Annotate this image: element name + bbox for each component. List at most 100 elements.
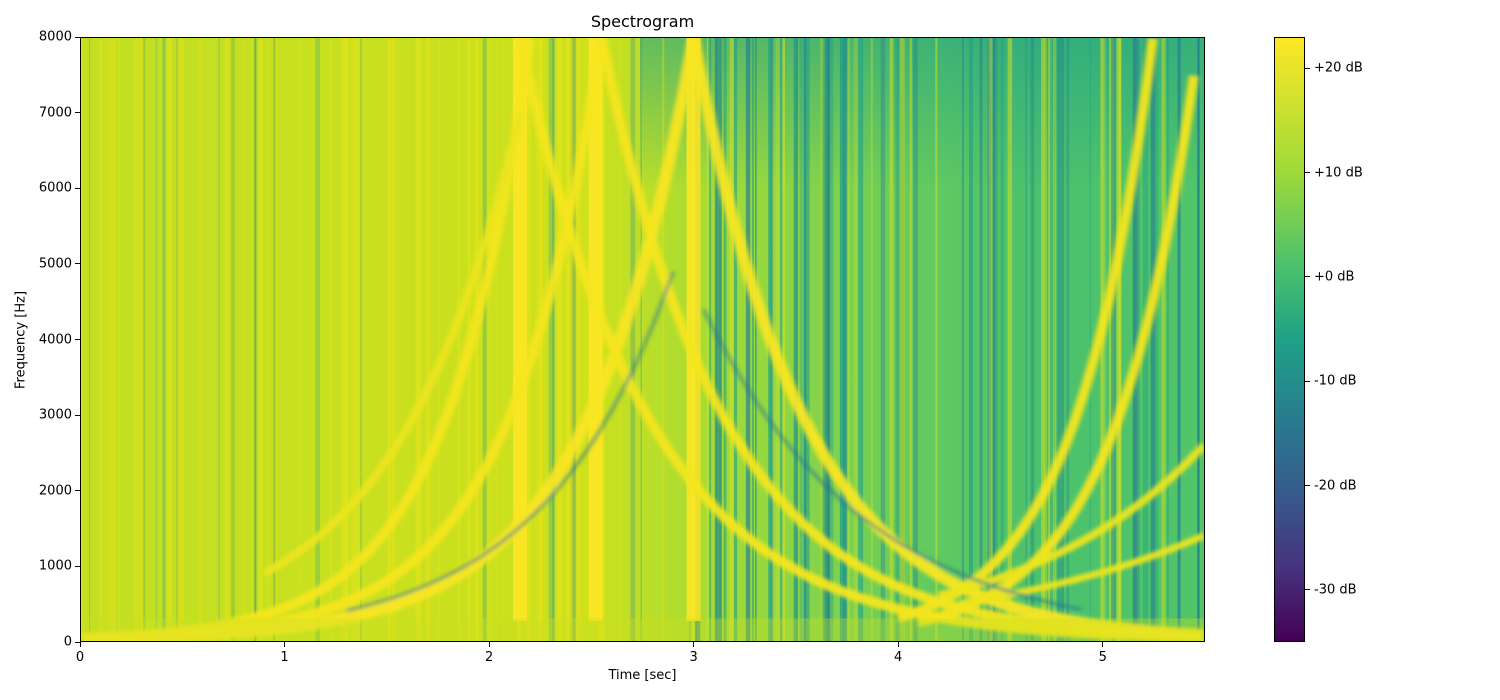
spectrogram-streak — [992, 38, 995, 641]
chirp-up-3 — [81, 38, 700, 641]
spectrogram-streak — [870, 38, 873, 641]
spectrogram-streak — [260, 38, 263, 641]
spectrogram-streak — [457, 38, 460, 641]
spectrogram-streak — [1066, 38, 1070, 641]
colorbar-tick-label: +10 dB — [1314, 165, 1363, 181]
spectrogram-streak — [253, 38, 257, 641]
colorbar-tick-label: +20 dB — [1314, 60, 1363, 76]
spectrogram-streak — [344, 38, 348, 641]
spectrogram-streak — [258, 38, 261, 641]
colorbar-tick-label: -10 dB — [1314, 373, 1357, 389]
spectrogram-streak — [577, 38, 581, 641]
spectrogram-streak — [552, 38, 555, 641]
spectrogram-streak — [348, 38, 354, 641]
x-tick-mark — [284, 642, 286, 647]
spectrogram-streak — [266, 38, 270, 641]
spectrogram-streak — [570, 38, 575, 641]
y-tick-label: 1000 — [38, 558, 72, 574]
spectrogram-streak — [475, 38, 479, 641]
dark-harmonic-line — [346, 271, 675, 613]
spectrogram-streak — [104, 38, 110, 641]
spectrogram-burst — [588, 38, 603, 622]
colorbar-tick-mark — [1305, 485, 1310, 487]
spectrogram-streak — [755, 38, 757, 641]
spectrogram-streak — [895, 38, 901, 641]
spectrogram-streak — [488, 38, 491, 641]
y-tick-mark — [75, 490, 80, 492]
spectrogram-streak — [572, 38, 578, 641]
spectrogram-streak — [913, 38, 918, 641]
dark-harmonic-line — [702, 308, 1082, 611]
y-tick-mark — [75, 112, 80, 114]
spectrogram-streak — [987, 38, 992, 641]
spectrogram-streak — [899, 38, 905, 641]
spectrogram-streak — [134, 38, 139, 641]
spectrogram-streak — [847, 38, 851, 641]
x-tick-mark — [897, 642, 899, 647]
spectrogram-streak — [139, 38, 144, 641]
colorbar-tick-mark — [1305, 172, 1310, 174]
spectrogram-streak — [1060, 38, 1065, 641]
spectrogram-streak — [1049, 38, 1053, 641]
spectrogram-streak — [88, 38, 91, 641]
spectrogram-streak — [315, 38, 320, 641]
spectrogram-streak — [359, 38, 362, 641]
colorbar-tick-label: +0 dB — [1314, 269, 1355, 285]
spectrogram-streak — [297, 38, 301, 641]
spectrogram-streak — [823, 38, 828, 641]
spectrogram-streak — [706, 38, 709, 641]
spectrogram-streak — [714, 38, 719, 641]
chirp-down-3 — [687, 38, 1204, 641]
colorbar-tick-mark — [1305, 380, 1310, 382]
spectrogram-streak — [1197, 38, 1199, 641]
colorbar-tick-mark — [1305, 67, 1310, 69]
colorbar-tick-label: -30 dB — [1314, 582, 1357, 598]
y-tick-label: 3000 — [38, 407, 72, 423]
spectrogram-streak — [1000, 38, 1005, 641]
spectrogram-streak — [437, 38, 440, 641]
x-tick-label: 2 — [484, 650, 494, 665]
spectrogram-streak — [1007, 38, 1013, 641]
spectrogram-streak — [1044, 38, 1047, 641]
spectrogram-streak — [87, 38, 90, 641]
x-tick-mark — [79, 642, 81, 647]
spectrogram-streak — [340, 38, 344, 641]
spectrogram-streak — [988, 38, 993, 641]
spectrogram-streak — [388, 38, 391, 641]
spectrogram-streak — [176, 38, 179, 641]
y-tick-mark — [75, 641, 80, 643]
spectrogram-streak — [252, 38, 254, 641]
spectrogram-streak — [356, 38, 361, 641]
spectrogram-streak — [602, 38, 606, 641]
spectrogram-streak — [630, 38, 636, 641]
x-tick-label: 5 — [1098, 650, 1107, 665]
spectrogram-streak — [566, 38, 571, 641]
spectrogram-streak — [179, 38, 184, 641]
spectrogram-streak — [98, 38, 103, 641]
spectrogram-streak — [729, 38, 734, 641]
spectrogram-streak — [805, 38, 810, 641]
chirp-up-6 — [916, 74, 1199, 628]
spectrogram-streak — [155, 38, 158, 641]
spectrogram-burst — [513, 38, 527, 622]
x-axis-label: Time [sec] — [608, 668, 677, 683]
spectrogram-streak — [571, 38, 573, 641]
spectrogram-streak — [1115, 38, 1117, 641]
spectrogram-streak — [233, 38, 236, 641]
x-tick-mark — [488, 642, 490, 647]
spectrogram-streak — [198, 38, 203, 641]
spectrogram-streak — [526, 38, 532, 641]
spectrogram-streak — [352, 38, 357, 641]
spectrogram-streak — [112, 38, 115, 641]
spectrogram-streak — [775, 38, 780, 641]
spectrogram-streak — [880, 38, 886, 641]
spectrogram-streak — [1057, 38, 1061, 641]
y-tick-label: 7000 — [38, 105, 72, 121]
spectrogram-streak — [1177, 38, 1181, 641]
spectrogram-streak — [1155, 38, 1159, 641]
spectrogram-streak — [254, 38, 257, 641]
chirp-up-5 — [896, 38, 1158, 624]
spectrogram-streak — [388, 38, 391, 641]
spectrogram-streak — [180, 38, 183, 641]
y-tick-mark — [75, 36, 80, 38]
